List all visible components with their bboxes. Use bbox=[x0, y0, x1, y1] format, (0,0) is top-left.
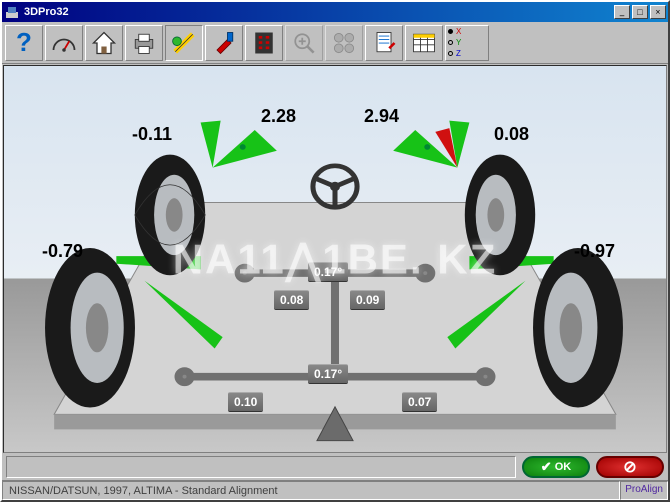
app-window: 3DPro32 _ □ × ? bbox=[0, 0, 670, 502]
adjust-button[interactable] bbox=[205, 25, 243, 61]
help-button[interactable]: ? bbox=[5, 25, 43, 61]
fl-caster-value: 2.28 bbox=[261, 106, 296, 127]
front-toe-right: 0.09 bbox=[350, 290, 385, 310]
status-text: NISSAN/DATSUN, 1997, ALTIMA - Standard A… bbox=[2, 481, 620, 500]
home-button[interactable] bbox=[85, 25, 123, 61]
axis-y[interactable]: Y bbox=[448, 38, 486, 47]
measure-button[interactable] bbox=[165, 25, 203, 61]
print-button[interactable] bbox=[125, 25, 163, 61]
rl-camber-value: -0.79 bbox=[42, 241, 83, 262]
notes-button[interactable] bbox=[365, 25, 403, 61]
fr-caster-value: 2.94 bbox=[364, 106, 399, 127]
cancel-button[interactable]: ⊘ bbox=[596, 456, 664, 478]
wheel-rear-left bbox=[44, 246, 136, 413]
fl-camber-value: -0.11 bbox=[132, 124, 172, 145]
rear-toe-left: 0.10 bbox=[228, 392, 263, 412]
maximize-button[interactable]: □ bbox=[632, 5, 648, 19]
front-toe-left: 0.08 bbox=[274, 290, 309, 310]
alignment-view: -0.11 0.08 2.28 2.94 -0.79 -0.97 0.17° 0… bbox=[3, 65, 667, 453]
brand-label: ProAlign bbox=[620, 481, 668, 500]
window-title: 3DPro32 bbox=[24, 6, 612, 18]
gauge-button[interactable] bbox=[45, 25, 83, 61]
toolbar: ? X Y Z bbox=[2, 22, 668, 64]
axis-x[interactable]: X bbox=[448, 27, 486, 36]
ok-button[interactable]: ✔ OK bbox=[522, 456, 590, 478]
titlebar: 3DPro32 _ □ × bbox=[2, 2, 668, 22]
front-total-toe: 0.17° bbox=[308, 262, 348, 282]
axis-z[interactable]: Z bbox=[448, 49, 486, 58]
wheels-view-button[interactable] bbox=[325, 25, 363, 61]
axes-selector[interactable]: X Y Z bbox=[445, 25, 489, 61]
minimize-button[interactable]: _ bbox=[614, 5, 630, 19]
thrust-angle: 0.17° bbox=[308, 364, 348, 384]
wheel-front-right bbox=[462, 152, 537, 280]
zoom-button[interactable] bbox=[285, 25, 323, 61]
fr-camber-value: 0.08 bbox=[494, 124, 529, 145]
spreadsheet-button[interactable] bbox=[405, 25, 443, 61]
wheel-front-left bbox=[132, 152, 207, 280]
sequence-button[interactable] bbox=[245, 25, 283, 61]
statusbar: NISSAN/DATSUN, 1997, ALTIMA - Standard A… bbox=[2, 480, 668, 500]
action-bar: ✔ OK ⊘ bbox=[2, 454, 668, 480]
app-icon bbox=[4, 4, 20, 20]
rr-camber-value: -0.97 bbox=[574, 241, 615, 262]
close-button[interactable]: × bbox=[650, 5, 666, 19]
wheel-rear-right bbox=[532, 246, 624, 413]
rear-toe-right: 0.07 bbox=[402, 392, 437, 412]
